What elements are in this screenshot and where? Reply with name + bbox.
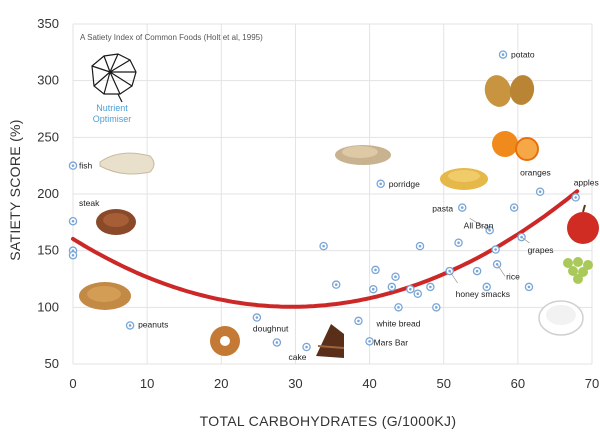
point-label: doughnut — [253, 324, 289, 334]
point-label: peanuts — [138, 319, 168, 329]
potato-illustration-2 — [509, 75, 535, 105]
data-point-center — [574, 196, 577, 199]
data-point-center — [538, 190, 542, 194]
x-tick-label: 20 — [214, 376, 228, 391]
data-point-center — [527, 285, 531, 289]
y-tick-label: 50 — [45, 356, 59, 371]
x-axis-ticks: 0 10 20 30 40 50 60 70 — [69, 376, 599, 391]
data-point-center — [460, 206, 464, 209]
x-tick-label: 70 — [585, 376, 599, 391]
oats-illustration-2 — [342, 146, 378, 158]
y-tick-label: 150 — [37, 243, 59, 258]
point-label: All Bran — [464, 220, 494, 230]
y-tick-label: 250 — [37, 129, 59, 144]
cake-illustration — [316, 324, 344, 358]
peanuts-illustration-2 — [87, 286, 121, 302]
food-illustrations — [79, 75, 599, 358]
data-point-center — [429, 285, 432, 289]
label-leader-line — [469, 217, 490, 231]
x-axis-title: TOTAL CARBOHYDRATES (G/1000KJ) — [200, 413, 457, 429]
brand-line-1: Nutrient — [96, 103, 128, 113]
grapes-illustration — [563, 257, 593, 284]
data-points — [68, 50, 580, 352]
data-point-center — [494, 248, 497, 251]
point-label: cake — [289, 352, 307, 362]
cake-layer — [317, 345, 345, 349]
brand-line-2: Optimiser — [93, 114, 132, 124]
point-label: apples — [574, 177, 599, 187]
point-label: porridge — [389, 179, 420, 189]
orange-illustration — [492, 131, 518, 157]
data-point-center — [501, 53, 505, 56]
data-point-center — [475, 269, 479, 273]
data-point-center — [255, 316, 259, 319]
label-leader-line — [496, 264, 506, 277]
y-tick-label: 100 — [37, 299, 59, 314]
data-point-center — [390, 285, 394, 289]
label-leader-line — [521, 236, 530, 244]
data-point-center — [409, 287, 412, 291]
data-point-center — [128, 324, 132, 327]
y-tick-label: 200 — [37, 186, 59, 201]
data-point-center — [275, 341, 279, 344]
y-tick-label: 350 — [37, 16, 59, 31]
point-label: white bread — [375, 318, 420, 328]
x-tick-label: 50 — [436, 376, 450, 391]
y-axis-title: SATIETY SCORE (%) — [7, 119, 23, 261]
x-tick-label: 60 — [511, 376, 525, 391]
data-point-center — [334, 283, 338, 286]
chart-title: A Satiety Index of Common Foods (Holt et… — [80, 33, 263, 42]
data-point-center — [368, 340, 371, 343]
point-label: Mars Bar — [374, 337, 409, 347]
data-point-center — [374, 268, 377, 272]
point-label: grapes — [528, 245, 554, 255]
steak-illustration-2 — [103, 213, 129, 227]
point-label: rice — [506, 271, 520, 281]
point-label: honey smacks — [456, 289, 510, 299]
x-tick-label: 30 — [288, 376, 302, 391]
point-label: oranges — [520, 168, 551, 178]
grid — [72, 23, 593, 365]
data-point-center — [357, 319, 360, 323]
data-point-center — [512, 206, 516, 209]
data-point-center — [71, 164, 75, 167]
x-tick-label: 0 — [69, 376, 76, 391]
rice-illustration — [546, 305, 576, 325]
point-label: pasta — [432, 204, 453, 214]
apple-stem — [582, 204, 586, 213]
data-point-center — [485, 285, 489, 289]
point-label: fish — [79, 161, 93, 171]
data-point-center — [371, 287, 375, 291]
data-point-center — [379, 182, 382, 186]
data-point-center — [322, 244, 325, 248]
data-point-center — [435, 306, 438, 309]
data-point-center — [457, 241, 460, 245]
label-leader-line — [449, 270, 458, 284]
data-point-center — [416, 292, 420, 296]
apple-illustration — [567, 212, 599, 244]
data-point-center — [397, 306, 400, 309]
doughnut-hole — [220, 336, 230, 346]
x-tick-label: 10 — [140, 376, 154, 391]
point-label: steak — [79, 198, 100, 208]
data-point-center — [418, 244, 422, 248]
point-labels: fish steak peanuts doughnut cake Mars Bar porr… — [79, 50, 599, 362]
point-label: potato — [511, 50, 535, 60]
potato-illustration — [484, 75, 512, 107]
data-point-center — [71, 219, 75, 223]
orange-half-illustration — [515, 137, 539, 161]
data-point-center — [394, 275, 397, 279]
data-point-center — [305, 345, 308, 349]
y-axis-ticks: 50 100 150 200 250 300 350 — [37, 16, 59, 371]
y-tick-label: 300 — [37, 73, 59, 88]
fish-illustration — [99, 152, 155, 175]
x-tick-label: 40 — [362, 376, 376, 391]
pasta-illustration-2 — [448, 170, 480, 182]
data-point-center — [71, 253, 75, 257]
nutrient-optimiser-logo — [91, 53, 137, 103]
